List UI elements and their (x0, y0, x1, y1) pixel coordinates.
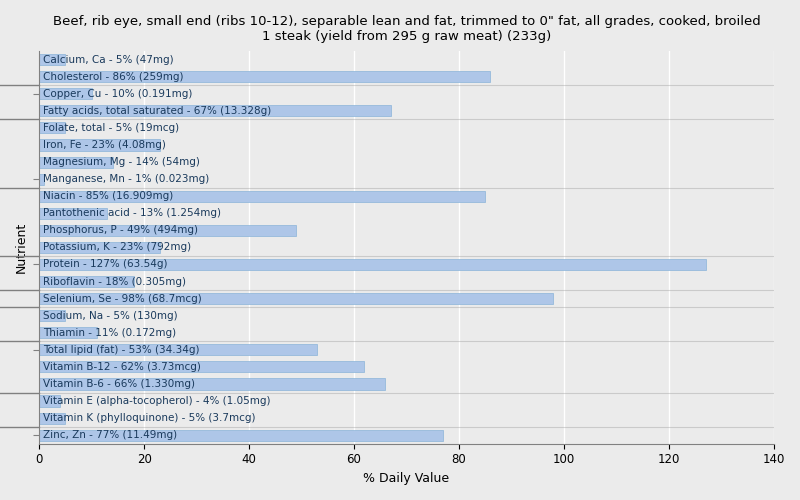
Text: Iron, Fe - 23% (4.08mg): Iron, Fe - 23% (4.08mg) (43, 140, 166, 150)
Bar (39, 430, 443, 440)
Bar (39, 174, 44, 184)
Bar (39, 156, 113, 168)
Text: Cholesterol - 86% (259mg): Cholesterol - 86% (259mg) (43, 72, 184, 82)
Y-axis label: Nutrient: Nutrient (15, 222, 28, 273)
Bar (39, 190, 485, 202)
Bar (39, 140, 160, 150)
Text: Selenium, Se - 98% (68.7mcg): Selenium, Se - 98% (68.7mcg) (43, 294, 202, 304)
Text: Fatty acids, total saturated - 67% (13.328g): Fatty acids, total saturated - 67% (13.3… (43, 106, 271, 116)
Bar (39, 208, 107, 219)
Text: Thiamin - 11% (0.172mg): Thiamin - 11% (0.172mg) (43, 328, 177, 338)
Bar (39, 276, 134, 287)
Bar (39, 106, 390, 117)
Bar (39, 344, 318, 356)
Text: Protein - 127% (63.54g): Protein - 127% (63.54g) (43, 260, 168, 270)
Text: Pantothenic acid - 13% (1.254mg): Pantothenic acid - 13% (1.254mg) (43, 208, 222, 218)
X-axis label: % Daily Value: % Daily Value (363, 472, 450, 485)
Bar (39, 378, 386, 390)
Text: Magnesium, Mg - 14% (54mg): Magnesium, Mg - 14% (54mg) (43, 157, 200, 167)
Text: Vitamin B-12 - 62% (3.73mcg): Vitamin B-12 - 62% (3.73mcg) (43, 362, 201, 372)
Text: Potassium, K - 23% (792mg): Potassium, K - 23% (792mg) (43, 242, 191, 252)
Text: Vitamin K (phylloquinone) - 5% (3.7mcg): Vitamin K (phylloquinone) - 5% (3.7mcg) (43, 413, 256, 423)
Bar (39, 396, 60, 406)
Bar (39, 327, 97, 338)
Bar (39, 54, 66, 65)
Bar (39, 362, 365, 372)
Text: Calcium, Ca - 5% (47mg): Calcium, Ca - 5% (47mg) (43, 54, 174, 64)
Bar (39, 310, 66, 321)
Bar (39, 242, 160, 253)
Title: Beef, rib eye, small end (ribs 10-12), separable lean and fat, trimmed to 0" fat: Beef, rib eye, small end (ribs 10-12), s… (53, 15, 760, 43)
Text: Total lipid (fat) - 53% (34.34g): Total lipid (fat) - 53% (34.34g) (43, 345, 200, 355)
Text: Riboflavin - 18% (0.305mg): Riboflavin - 18% (0.305mg) (43, 276, 186, 286)
Bar (39, 225, 296, 236)
Text: Folate, total - 5% (19mcg): Folate, total - 5% (19mcg) (43, 123, 179, 133)
Text: Manganese, Mn - 1% (0.023mg): Manganese, Mn - 1% (0.023mg) (43, 174, 210, 184)
Text: Vitamin E (alpha-tocopherol) - 4% (1.05mg): Vitamin E (alpha-tocopherol) - 4% (1.05m… (43, 396, 271, 406)
Text: Copper, Cu - 10% (0.191mg): Copper, Cu - 10% (0.191mg) (43, 89, 193, 99)
Text: Sodium, Na - 5% (130mg): Sodium, Na - 5% (130mg) (43, 310, 178, 320)
Text: Phosphorus, P - 49% (494mg): Phosphorus, P - 49% (494mg) (43, 226, 198, 235)
Bar (39, 259, 706, 270)
Bar (39, 293, 554, 304)
Text: Zinc, Zn - 77% (11.49mg): Zinc, Zn - 77% (11.49mg) (43, 430, 178, 440)
Bar (39, 88, 91, 100)
Bar (39, 71, 490, 83)
Text: Niacin - 85% (16.909mg): Niacin - 85% (16.909mg) (43, 191, 174, 201)
Bar (39, 412, 66, 424)
Text: Vitamin B-6 - 66% (1.330mg): Vitamin B-6 - 66% (1.330mg) (43, 379, 195, 389)
Bar (39, 122, 66, 134)
